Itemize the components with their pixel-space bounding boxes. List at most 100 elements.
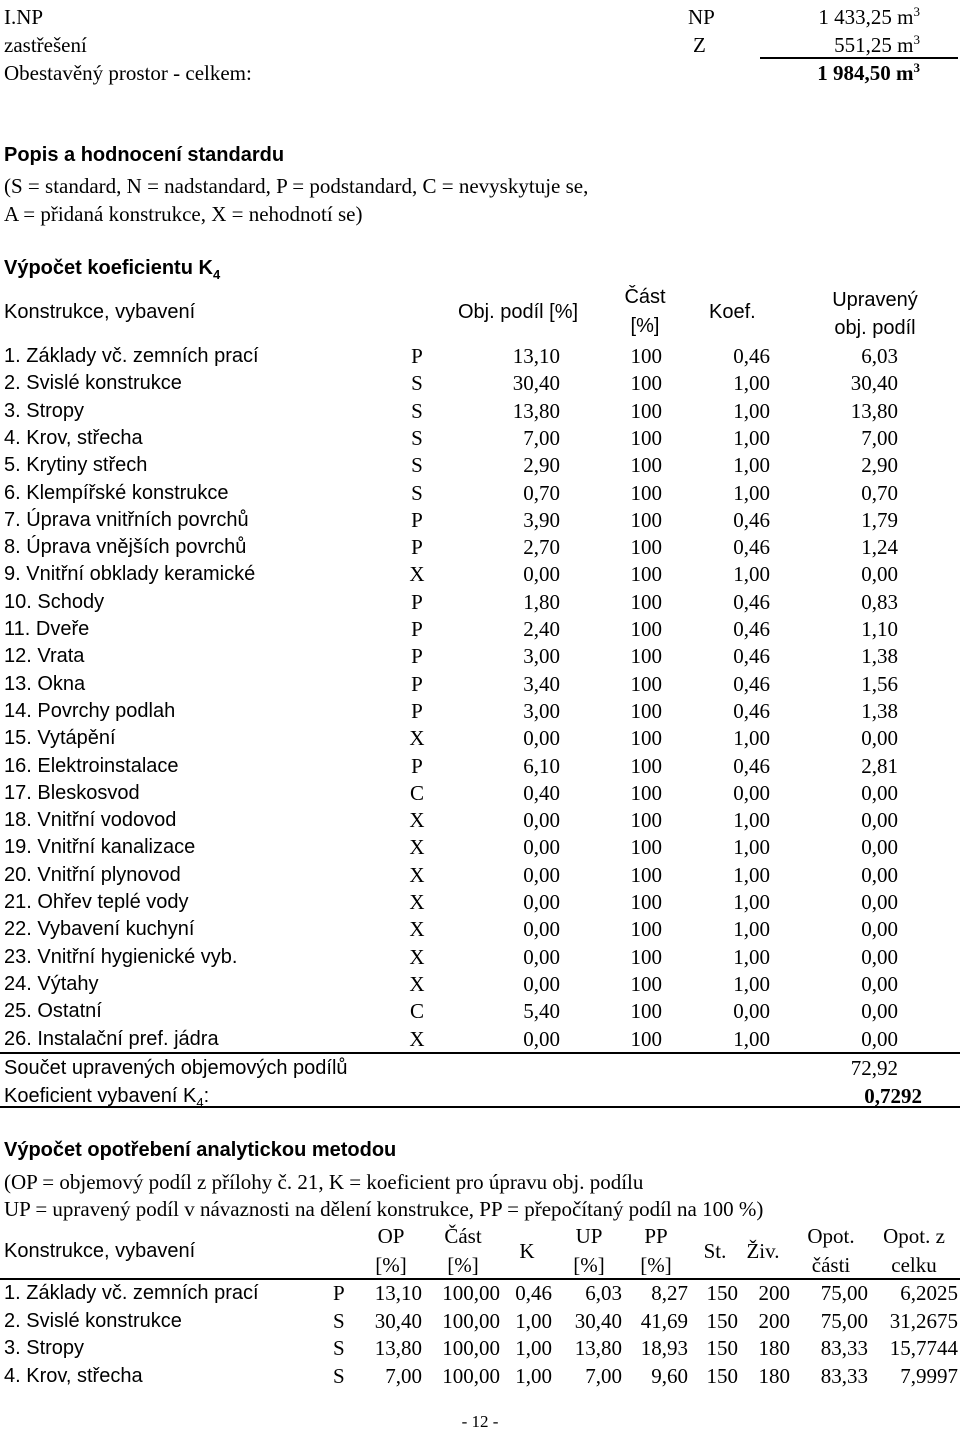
row-coef: 1,00 — [733, 562, 770, 587]
row-coef: 1,00 — [733, 890, 770, 914]
row-life: 180 — [758, 1363, 791, 1388]
volume-row-code: NP — [688, 5, 715, 29]
row-k: 1,00 — [515, 1336, 552, 1360]
k4-table-row: 5. Krytiny střech S 2,90 100 1,00 2,90 — [0, 453, 960, 480]
wear-header-up-line1: UP — [575, 1224, 603, 1248]
row-construction-name: 6. Klempířské konstrukce — [4, 481, 229, 504]
row-coef: 1,00 — [733, 862, 770, 887]
row-up: 6,03 — [585, 1281, 622, 1305]
row-standard-code: P — [411, 671, 423, 696]
k4-table-bottom-rule — [0, 1052, 960, 1054]
wear-header-age: St. — [703, 1239, 727, 1263]
row-share: 0,00 — [523, 862, 560, 887]
standard-heading: Popis a hodnocení standardu — [4, 144, 285, 166]
row-construction-name: 17. Bleskosvod — [4, 781, 140, 804]
row-construction-name: 20. Vnitřní plynovod — [4, 863, 181, 886]
row-adjusted-share: 0,00 — [861, 562, 898, 587]
k4-table-row: 17. Bleskosvod C 0,40 100 0,00 0,00 — [0, 781, 960, 808]
row-standard-code: S — [411, 371, 423, 396]
row-age: 150 — [706, 1281, 739, 1305]
row-construction-name: 10. Schody — [4, 590, 105, 613]
wear-heading: Výpočet opotřebení analytickou metodou — [4, 1139, 397, 1161]
row-coef: 1,00 — [733, 808, 770, 833]
row-standard-code: X — [409, 726, 425, 751]
row-life: 200 — [758, 1308, 791, 1333]
row-construction-name: 8. Úprava vnějších povrchů — [4, 536, 247, 559]
row-share: 2,40 — [523, 617, 560, 641]
k4-header-adjusted-line2: obj. podíl — [834, 317, 916, 339]
wear-table-row: 4. Krov, střecha S 7,00 100,00 1,00 7,00 9,60 1… — [0, 1364, 960, 1391]
row-life: 200 — [758, 1281, 791, 1305]
wear-header-op-line2: [%] — [375, 1253, 407, 1277]
row-adjusted-share: 1,38 — [861, 698, 898, 723]
row-part: 100 — [630, 617, 663, 641]
volume-total-value: 1 984,50 m3 — [817, 60, 920, 85]
k4-sum-value: 72,92 — [850, 1056, 898, 1080]
row-construction-name: 5. Krytiny střech — [4, 454, 148, 477]
row-construction-name: 19. Vnitřní kanalizace — [4, 836, 196, 859]
row-share: 3,00 — [523, 698, 560, 723]
row-share: 0,00 — [523, 1026, 560, 1051]
row-construction-name: 2. Svislé konstrukce — [4, 1309, 182, 1332]
row-construction-name: 26. Instalační pref. jádra — [4, 1027, 219, 1050]
volume-sum-rule — [760, 57, 958, 59]
row-share: 0,70 — [523, 480, 560, 505]
k4-header-part-line1: Část — [624, 286, 666, 308]
row-op: 13,10 — [374, 1281, 422, 1305]
row-op: 30,40 — [374, 1308, 422, 1333]
row-share: 6,10 — [523, 753, 560, 778]
row-part: 100 — [630, 371, 663, 396]
row-share: 0,00 — [523, 726, 560, 751]
row-adjusted-share: 0,00 — [861, 890, 898, 914]
row-standard-code: S — [411, 453, 423, 478]
k4-header-coef: Koef. — [709, 301, 756, 323]
row-coef: 1,00 — [733, 944, 770, 969]
row-adjusted-share: 6,03 — [861, 344, 898, 368]
row-part: 100 — [630, 698, 663, 723]
row-coef: 0,46 — [733, 535, 770, 560]
row-standard-code: P — [411, 753, 423, 778]
k4-table-row: 24. Výtahy X 0,00 100 1,00 0,00 — [0, 972, 960, 999]
row-construction-name: 21. Ohřev teplé vody — [4, 891, 189, 913]
k4-heading: Výpočet koeficientu K4 — [4, 257, 221, 282]
k4-table-row: 12. Vrata P 3,00 100 0,46 1,38 — [0, 644, 960, 671]
row-construction-name: 16. Elektroinstalace — [4, 754, 179, 777]
row-part: 100 — [630, 1026, 663, 1051]
row-standard-code: P — [411, 344, 423, 368]
k4-table-row: 7. Úprava vnitřních povrchů P 3,90 100 0,46 1… — [0, 508, 960, 535]
k4-coef-value: 0,7292 — [864, 1084, 922, 1108]
wear-table-row: 3. Stropy S 13,80 100,00 1,00 13,80 18,93 150 18… — [0, 1336, 960, 1363]
k4-table-row: 16. Elektroinstalace P 6,10 100 0,46 2,81 — [0, 754, 960, 781]
row-coef: 0,46 — [733, 344, 770, 368]
row-share: 0,00 — [523, 835, 560, 860]
row-adjusted-share: 0,00 — [861, 835, 898, 860]
row-construction-name: 22. Vybavení kuchyní — [4, 918, 195, 941]
row-standard-code: X — [409, 808, 425, 833]
k4-table-row: 15. Vytápění X 0,00 100 1,00 0,00 — [0, 726, 960, 753]
row-part: 100 — [630, 808, 663, 833]
k4-table-row: 13. Okna P 3,40 100 0,46 1,56 — [0, 672, 960, 699]
k4-header-construction: Konstrukce, vybavení — [4, 301, 196, 323]
row-standard-code: C — [409, 780, 424, 805]
row-standard-code: S — [333, 1336, 345, 1360]
row-adjusted-share: 0,00 — [861, 780, 898, 805]
row-share: 13,10 — [512, 344, 560, 368]
wear-header-up-line2: [%] — [573, 1253, 605, 1277]
k4-table-row: 20. Vnitřní plynovod X 0,00 100 1,00 0,00 — [0, 863, 960, 890]
k4-table-row: 11. Dveře P 2,40 100 0,46 1,10 — [0, 617, 960, 644]
wear-header-op-line1: OP — [377, 1224, 405, 1248]
row-coef: 0,46 — [733, 753, 770, 778]
row-adjusted-share: 1,38 — [861, 644, 898, 669]
row-part: 100 — [630, 890, 663, 914]
row-construction-name: 25. Ostatní — [4, 1000, 102, 1023]
row-adjusted-share: 0,00 — [861, 917, 898, 942]
row-part: 100 — [630, 453, 663, 478]
k4-header-part-line2: [%] — [630, 315, 660, 337]
row-op: 7,00 — [385, 1363, 422, 1388]
row-share: 0,00 — [523, 944, 560, 969]
row-part: 100 — [630, 589, 663, 614]
row-share: 3,90 — [523, 507, 560, 532]
row-coef: 1,00 — [733, 726, 770, 751]
row-adjusted-share: 2,81 — [861, 753, 898, 778]
